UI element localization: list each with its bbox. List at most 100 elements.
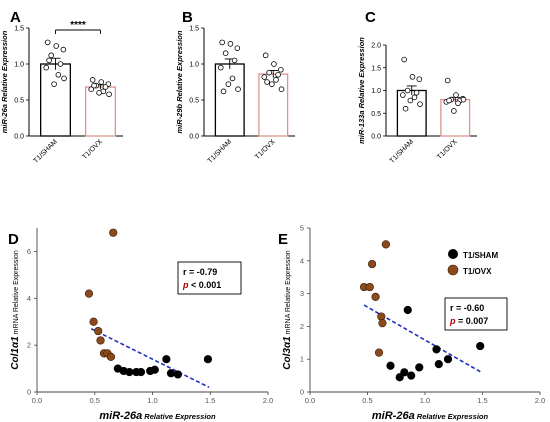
data-point-ovx <box>381 240 391 249</box>
panel-letter-e: E <box>278 231 288 248</box>
legend-marker-ovx <box>447 264 459 276</box>
legend-label-sham: T1/SHAM <box>463 251 498 260</box>
data-point-ovx <box>371 292 380 301</box>
data-point <box>51 81 57 87</box>
data-point <box>451 108 457 114</box>
data-point <box>220 88 227 95</box>
panel-letter-d: D <box>8 231 19 248</box>
data-point <box>217 64 224 71</box>
panel-letter-a: A <box>10 9 21 26</box>
stats-box <box>177 261 242 295</box>
data-point <box>88 86 95 92</box>
bar-chart-a: 0.0 0.5 1.0 1.5 miR-26a Relative Expression T… <box>0 20 123 165</box>
category-label: T1/OVX <box>436 138 459 161</box>
y-tick-label: 1.0 <box>189 62 199 69</box>
x-tick-label: 2.0 <box>263 396 273 405</box>
stats-r: r = -0.79 <box>183 267 217 277</box>
data-point <box>106 91 112 98</box>
y-tick-label: 2 <box>300 322 304 331</box>
x-tick-label: 1.5 <box>205 396 215 405</box>
x-axis-label: miR-26a Relative Expression <box>99 410 216 422</box>
legend-marker-sham <box>448 249 458 259</box>
data-point <box>453 92 459 98</box>
scatter-chart-e: 0.0 0.5 1.0 1.5 2.0 0 1 2 3 4 5 miR-26a Relative Ex… <box>282 224 545 422</box>
legend-label-ovx: T1/OVX <box>463 267 492 276</box>
data-point-ovx <box>106 352 116 361</box>
significance-label: **** <box>70 20 86 31</box>
data-point <box>43 64 50 71</box>
data-point <box>225 81 232 87</box>
data-point-sham <box>415 363 424 372</box>
data-point-sham <box>443 355 453 364</box>
y-tick-label: 4 <box>27 294 31 303</box>
y-tick-label: 1.5 <box>189 26 199 33</box>
category-label: T1/SHAM <box>389 138 416 165</box>
data-point-ovx <box>94 326 103 336</box>
data-point <box>231 57 238 64</box>
data-point <box>278 86 285 92</box>
data-point <box>261 74 268 80</box>
y-tick-label: 2 <box>27 341 31 350</box>
data-point-ovx <box>365 282 374 292</box>
data-point <box>444 77 451 84</box>
y-tick-label: 4 <box>300 256 304 265</box>
y-axis-label: Col1α1 mRNA Relative Expression <box>10 250 21 370</box>
data-point <box>460 96 467 103</box>
data-point <box>278 66 284 73</box>
y-tick-label: 0 <box>300 388 304 397</box>
data-point-sham <box>136 367 146 377</box>
data-point-sham <box>125 367 134 377</box>
data-point <box>455 100 461 107</box>
data-point <box>89 77 96 83</box>
y-axis-label: miR-133a Relative Expression <box>357 37 366 144</box>
data-point <box>273 77 279 83</box>
data-point <box>399 92 406 98</box>
data-point <box>269 81 275 87</box>
data-point-sham <box>162 355 171 364</box>
panel-letter-b: B <box>182 9 193 26</box>
y-tick-label: 0.0 <box>14 134 24 141</box>
data-point <box>275 72 281 78</box>
y-tick-label: 0.5 <box>371 111 381 118</box>
data-point-sham <box>386 361 395 370</box>
data-point-sham <box>403 305 412 315</box>
category-label: T1/SHAM <box>207 138 234 165</box>
y-tick-label: 0 <box>27 388 31 397</box>
data-point <box>44 39 51 46</box>
data-point-sham <box>173 370 183 379</box>
data-point <box>57 61 64 67</box>
y-tick-label: 1 <box>300 355 304 364</box>
y-tick-label: 3 <box>300 289 304 298</box>
data-point <box>222 50 229 56</box>
bar-chart-b: 0.0 0.5 1.0 1.5 miR-29b Relative Expression T… <box>175 26 295 165</box>
y-tick-label: 2.0 <box>371 43 381 50</box>
stats-p: p = 0.007 <box>449 316 488 326</box>
y-tick-label: 1.5 <box>371 65 381 72</box>
data-point <box>227 41 234 47</box>
x-tick-label: 1.5 <box>477 396 487 405</box>
data-point-sham <box>432 345 441 354</box>
y-tick-label: 1.5 <box>14 26 24 33</box>
bar-ovx <box>440 98 471 137</box>
x-tick-label: 0.5 <box>362 396 372 405</box>
y-tick-label: 0.5 <box>14 98 24 105</box>
bar-chart-c: 0.0 0.5 1.0 1.5 2.0 miR-133a Relative Express… <box>357 37 477 165</box>
data-point <box>229 75 236 82</box>
category-label: T1/SHAM <box>33 138 60 165</box>
data-point-sham <box>407 371 416 380</box>
y-axis-label: Col3α1 mRNA Relative Expression <box>282 250 293 370</box>
data-point <box>417 101 423 107</box>
y-tick-label: 6 <box>27 247 31 256</box>
data-point <box>219 39 225 46</box>
data-point-sham <box>434 360 443 369</box>
plots-layer: 0.0 0.5 1.0 1.5 miR-26a Relative Expression T… <box>0 20 545 422</box>
regression-line <box>90 328 210 389</box>
data-point <box>235 86 241 92</box>
data-point-sham <box>150 365 159 374</box>
data-point <box>416 76 423 82</box>
scatter-chart-d: 0.0 0.5 1.0 1.5 2.0 0 2 4 6 miR-26a Relative Expr… <box>10 228 273 422</box>
data-point <box>96 90 102 96</box>
x-tick-label: 0.5 <box>90 396 100 405</box>
data-point <box>264 79 270 85</box>
